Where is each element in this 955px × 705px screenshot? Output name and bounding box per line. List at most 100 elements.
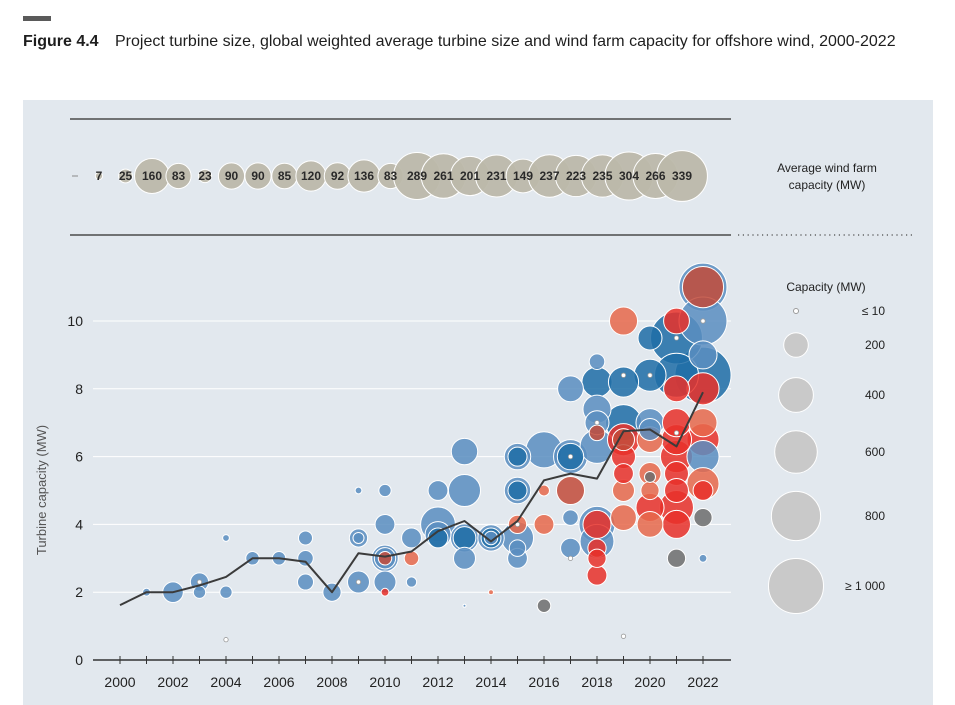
farm-capacity-label: 25 — [119, 169, 133, 183]
farm-capacity-label: 83 — [172, 169, 186, 183]
data-bubble — [223, 637, 229, 643]
y-axis-title: Turbine capacity (MW) — [34, 425, 49, 555]
data-bubble — [664, 478, 689, 503]
data-bubble — [297, 530, 314, 546]
data-bubble — [610, 504, 637, 532]
x-tick-label: 2010 — [369, 674, 400, 690]
farm-capacity-bubble — [656, 150, 708, 202]
farm-capacity-label: 136 — [354, 169, 374, 183]
data-bubble — [483, 530, 499, 546]
data-bubble — [581, 366, 613, 398]
data-bubble — [562, 509, 579, 526]
data-bubble — [488, 589, 494, 596]
x-tick-label: 2006 — [263, 674, 294, 690]
data-bubble — [219, 585, 233, 599]
farm-capacity-label: 85 — [278, 169, 292, 183]
data-bubble — [647, 372, 653, 378]
data-bubble — [452, 526, 477, 550]
legend-label: 800 — [865, 509, 885, 523]
data-bubble — [700, 318, 706, 324]
data-bubble — [666, 548, 687, 568]
data-bubble — [681, 266, 725, 309]
data-bubble — [447, 473, 482, 508]
data-bubble — [378, 483, 392, 498]
data-bubble — [507, 446, 528, 467]
farm-capacity-label: 7 — [96, 169, 103, 183]
farm-capacity-bubble — [197, 168, 213, 184]
data-bubble — [296, 573, 315, 591]
data-bubble — [560, 537, 581, 559]
y-tick-label: 0 — [75, 652, 83, 668]
data-bubble — [636, 510, 664, 538]
data-bubble — [640, 480, 660, 501]
data-bubble — [405, 576, 418, 588]
data-bubble — [637, 325, 663, 351]
farm-capacity-label: 223 — [566, 169, 586, 183]
axes: 2000 2002 2004 2006 2008 2010 2012 2014 2016 2018… — [67, 313, 731, 690]
figure-label: Figure 4.4 — [23, 33, 99, 50]
y-tick-label: 2 — [75, 584, 83, 600]
data-bubble — [661, 509, 692, 539]
farm-capacity-label: 90 — [225, 169, 239, 183]
figure-title: Project turbine size, global weighted av… — [115, 33, 896, 50]
data-bubble — [557, 375, 584, 403]
data-bubble — [620, 372, 627, 378]
data-bubble — [613, 463, 634, 484]
legend-circle — [783, 332, 809, 358]
data-bubble — [374, 513, 396, 535]
data-bubble — [611, 428, 636, 452]
size-legend-title: Capacity (MW) — [786, 280, 866, 294]
data-bubble — [692, 480, 714, 501]
data-bubble — [607, 366, 640, 398]
data-bubble — [352, 531, 365, 544]
data-bubble — [536, 598, 552, 613]
farm-capacity-bubble — [244, 162, 272, 190]
farm-capacity-label: 83 — [384, 169, 398, 183]
data-bubble — [508, 539, 527, 557]
y-tick-label: 4 — [75, 516, 83, 532]
farm-capacity-label: 304 — [619, 169, 639, 183]
farm-capacity-label: 266 — [645, 169, 665, 183]
data-bubble — [533, 513, 555, 535]
data-bubble — [673, 430, 680, 436]
data-bubble — [401, 527, 422, 549]
data-bubble — [688, 340, 718, 370]
x-tick-label: 2016 — [528, 674, 559, 690]
farm-capacity-label: 261 — [433, 169, 453, 183]
x-tick-label: 2014 — [475, 674, 506, 690]
x-tick-label: 2012 — [422, 674, 453, 690]
data-bubble — [450, 437, 479, 466]
farm-capacity-label: 289 — [407, 169, 427, 183]
y-tick-label: 8 — [75, 381, 83, 397]
figure-heading: Figure 4.4 Project turbine size, global … — [23, 29, 915, 55]
farm-capacity-label: 90 — [251, 169, 265, 183]
data-bubble — [452, 546, 477, 570]
legend-label: 200 — [865, 338, 885, 352]
data-bubble — [507, 480, 528, 501]
data-bubble — [586, 564, 608, 586]
data-bubble — [663, 307, 690, 335]
data-bubble — [462, 603, 467, 608]
farm-capacity-label: 92 — [331, 169, 345, 183]
data-bubble — [582, 509, 612, 539]
legend-label: ≤ 10 — [862, 304, 886, 318]
legend-label: ≥ 1 000 — [845, 579, 885, 593]
farm-capacity-bubble — [94, 171, 104, 181]
farm-capacity-label: 231 — [486, 169, 506, 183]
data-bubble — [620, 633, 627, 639]
farm-capacity-label: 235 — [592, 169, 612, 183]
data-bubble — [427, 480, 449, 501]
farm-capacity-label: 23 — [198, 169, 212, 183]
data-bubble — [297, 550, 314, 567]
data-bubble — [608, 306, 639, 336]
figure-accent-bar — [23, 16, 51, 21]
data-bubble — [673, 335, 680, 341]
x-tick-label: 2000 — [104, 674, 135, 690]
legend-circle — [778, 377, 814, 413]
x-tick-label: 2022 — [687, 674, 718, 690]
data-bubble — [588, 353, 606, 370]
data-bubble — [354, 486, 363, 495]
data-bubble — [643, 470, 657, 483]
farm-capacity-bubble — [165, 162, 192, 190]
